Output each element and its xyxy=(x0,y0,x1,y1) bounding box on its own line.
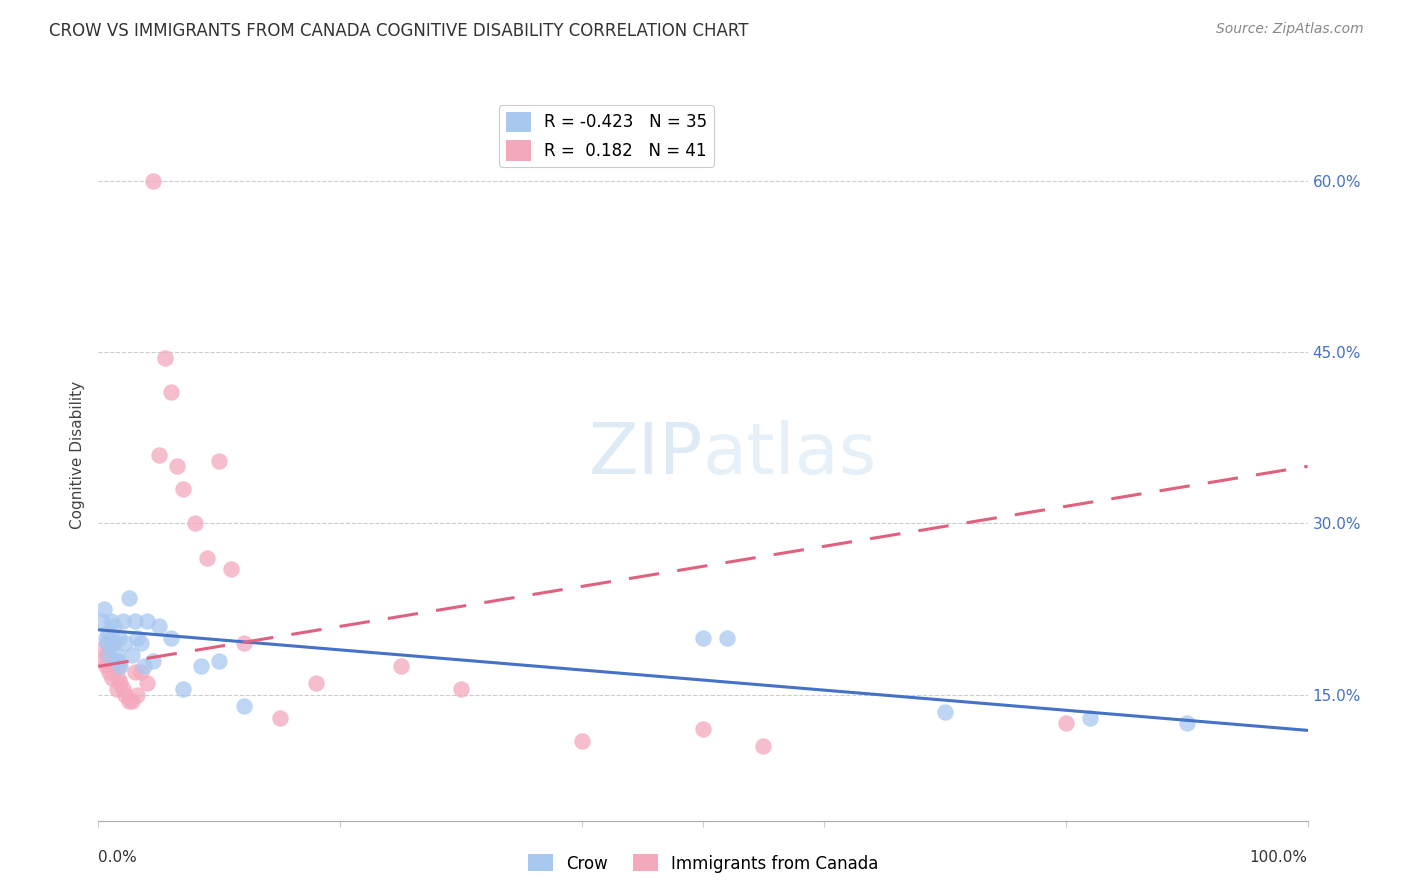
Point xyxy=(107,671,129,685)
Point xyxy=(148,448,170,462)
Point xyxy=(97,625,120,640)
Legend: R = -0.423   N = 35, R =  0.182   N = 41: R = -0.423 N = 35, R = 0.182 N = 41 xyxy=(499,105,714,167)
Point xyxy=(195,550,218,565)
Point xyxy=(103,619,125,633)
Point xyxy=(100,614,122,628)
Point xyxy=(100,654,122,668)
Point xyxy=(166,459,188,474)
Point xyxy=(127,631,149,645)
Point xyxy=(716,631,738,645)
Point xyxy=(91,642,114,657)
Point xyxy=(108,659,131,673)
Point xyxy=(153,351,176,365)
Point xyxy=(97,636,120,650)
Point xyxy=(100,631,122,645)
Point xyxy=(103,636,125,650)
Y-axis label: Cognitive Disability: Cognitive Disability xyxy=(69,381,84,529)
Point xyxy=(118,693,141,707)
Point xyxy=(101,636,124,650)
Point xyxy=(389,659,412,673)
Point xyxy=(172,482,194,496)
Legend: Crow, Immigrants from Canada: Crow, Immigrants from Canada xyxy=(522,847,884,880)
Point xyxy=(221,562,243,576)
Point xyxy=(1054,716,1077,731)
Point xyxy=(232,636,254,650)
Text: atlas: atlas xyxy=(703,420,877,490)
Point xyxy=(142,654,165,668)
Point xyxy=(190,659,212,673)
Point xyxy=(108,659,131,673)
Point xyxy=(450,682,472,697)
Point xyxy=(96,636,118,650)
Point xyxy=(305,676,328,690)
Point xyxy=(108,631,131,645)
Point xyxy=(142,173,165,188)
Point xyxy=(184,516,207,531)
Point xyxy=(208,654,231,668)
Point xyxy=(101,659,124,673)
Point xyxy=(114,688,136,702)
Point xyxy=(94,631,117,645)
Point xyxy=(96,648,118,662)
Point xyxy=(129,665,152,679)
Point xyxy=(127,688,149,702)
Point xyxy=(571,733,593,747)
Point xyxy=(172,682,194,697)
Point xyxy=(148,619,170,633)
Point xyxy=(105,682,128,697)
Point xyxy=(107,654,129,668)
Text: Source: ZipAtlas.com: Source: ZipAtlas.com xyxy=(1216,22,1364,37)
Point xyxy=(121,648,143,662)
Point xyxy=(111,614,134,628)
Point xyxy=(135,676,157,690)
Point xyxy=(160,385,183,400)
Point xyxy=(160,631,183,645)
Text: ZIP: ZIP xyxy=(589,420,703,490)
Point xyxy=(129,636,152,650)
Point xyxy=(93,602,115,616)
Point xyxy=(114,636,136,650)
Point xyxy=(124,665,146,679)
Point xyxy=(121,693,143,707)
Text: 100.0%: 100.0% xyxy=(1250,850,1308,865)
Point xyxy=(100,671,122,685)
Point xyxy=(108,676,131,690)
Point xyxy=(93,654,115,668)
Point xyxy=(692,631,714,645)
Point xyxy=(934,705,956,719)
Point xyxy=(1175,716,1198,731)
Point xyxy=(208,453,231,467)
Point xyxy=(124,614,146,628)
Point xyxy=(98,648,121,662)
Point xyxy=(111,682,134,697)
Point xyxy=(1078,711,1101,725)
Point xyxy=(91,614,114,628)
Point xyxy=(692,723,714,737)
Point xyxy=(105,648,128,662)
Point xyxy=(269,711,291,725)
Point xyxy=(98,665,121,679)
Point xyxy=(134,659,156,673)
Point xyxy=(118,591,141,605)
Point xyxy=(752,739,775,754)
Text: 0.0%: 0.0% xyxy=(98,850,138,865)
Point xyxy=(135,614,157,628)
Text: CROW VS IMMIGRANTS FROM CANADA COGNITIVE DISABILITY CORRELATION CHART: CROW VS IMMIGRANTS FROM CANADA COGNITIVE… xyxy=(49,22,749,40)
Point xyxy=(94,659,117,673)
Point xyxy=(232,699,254,714)
